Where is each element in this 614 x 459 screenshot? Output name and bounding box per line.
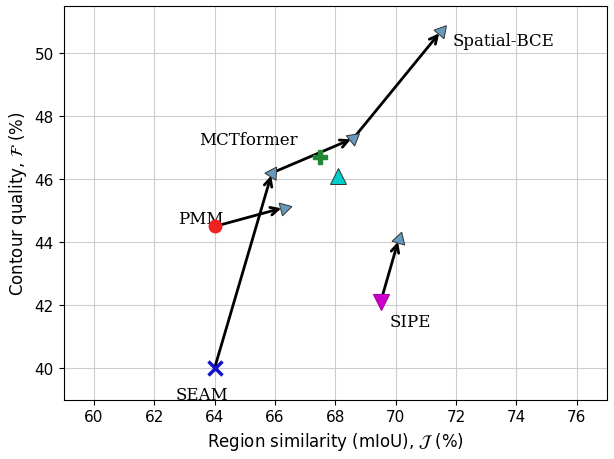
Text: SEAM: SEAM	[176, 386, 228, 403]
Text: PMM: PMM	[178, 211, 224, 228]
Text: SIPE: SIPE	[390, 313, 431, 330]
Text: MCTformer: MCTformer	[200, 132, 298, 149]
Y-axis label: Contour quality, $\mathcal{F}$ (%): Contour quality, $\mathcal{F}$ (%)	[7, 112, 29, 296]
X-axis label: Region similarity (mIoU), $\mathcal{J}$ (%): Region similarity (mIoU), $\mathcal{J}$ …	[207, 430, 464, 452]
Text: Spatial-BCE: Spatial-BCE	[453, 33, 555, 50]
